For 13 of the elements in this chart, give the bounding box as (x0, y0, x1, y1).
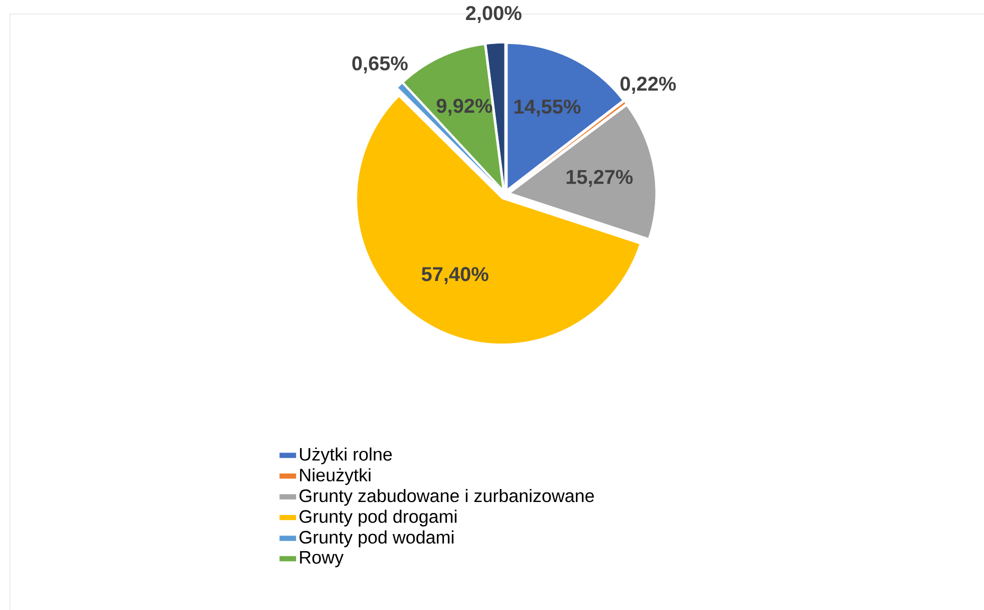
data-label: 14,55% (514, 100, 580, 117)
legend-label: Grunty pod wodami (300, 530, 454, 548)
data-label: 2,00% (466, 6, 522, 24)
data-label: 9,92% (436, 98, 492, 116)
data-label: 15,27% (566, 170, 633, 187)
legend-label: Grunty zabudowane i zurbanizowane (300, 488, 594, 506)
legend-label: Grunty pod drogami (300, 510, 456, 526)
data-label: 0,22% (620, 76, 676, 94)
legend-label: Nieużytki (300, 468, 370, 485)
legend-label: Rowy (300, 551, 344, 568)
legend-label: Użytki rolne (300, 447, 392, 464)
data-label: 57,40% (422, 267, 488, 284)
data-label: 0,65% (352, 56, 408, 74)
